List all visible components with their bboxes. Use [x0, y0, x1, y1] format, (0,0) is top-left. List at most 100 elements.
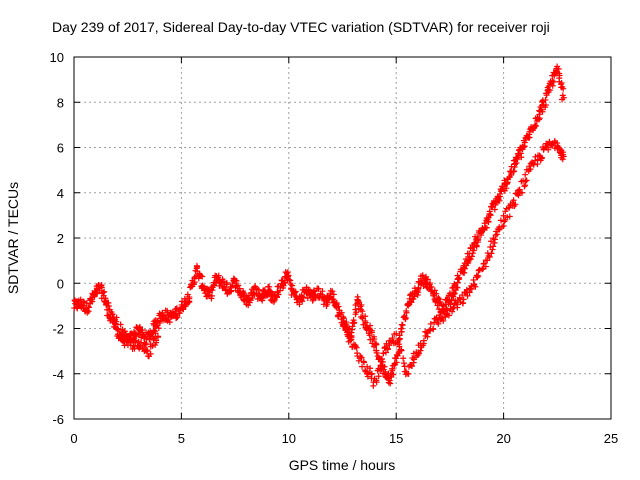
data-point [420, 337, 427, 344]
data-point [197, 272, 204, 279]
data-point [340, 313, 347, 320]
y-tick-label: 4 [57, 186, 64, 201]
data-point [447, 301, 454, 308]
data-point [84, 307, 91, 314]
x-axis-label: GPS time / hours [289, 457, 396, 473]
data-point [101, 288, 108, 295]
data-point [403, 309, 410, 316]
data-point [500, 222, 507, 229]
data-point [358, 354, 365, 361]
data-point [296, 301, 303, 308]
data-point [223, 279, 230, 286]
data-point [503, 185, 510, 192]
data-point [510, 197, 517, 204]
data-point [86, 304, 93, 311]
data-point [442, 314, 449, 321]
data-point [461, 265, 468, 272]
data-point [485, 218, 492, 225]
x-tick-label: 5 [178, 431, 185, 446]
data-point [227, 288, 234, 295]
data-point [300, 294, 307, 301]
data-point [398, 347, 405, 354]
data-point [474, 237, 481, 244]
data-point [445, 312, 452, 319]
data-point [542, 96, 549, 103]
data-point [424, 276, 431, 283]
y-tick-label: -4 [52, 367, 64, 382]
data-point [381, 363, 388, 370]
data-point [492, 200, 499, 207]
data-point [510, 167, 517, 174]
data-point [353, 344, 360, 351]
x-tick-label: 0 [70, 431, 77, 446]
data-point [284, 273, 291, 280]
data-point [451, 290, 458, 297]
data-point [419, 272, 426, 279]
data-point [411, 293, 418, 300]
data-point [450, 291, 457, 298]
data-point [359, 308, 366, 315]
data-point [491, 236, 498, 243]
data-point [486, 254, 493, 261]
data-point [144, 347, 151, 354]
data-point [166, 319, 173, 326]
data-point [402, 316, 409, 323]
data-point [539, 108, 546, 115]
data-point [386, 342, 393, 349]
data-point [373, 379, 380, 386]
data-point [436, 312, 443, 319]
data-point [512, 201, 519, 208]
data-point [354, 293, 361, 300]
data-point [405, 370, 412, 377]
data-point [155, 325, 162, 332]
data-point [545, 146, 552, 153]
data-point [359, 363, 366, 370]
data-point [109, 310, 116, 317]
data-point [440, 317, 447, 324]
data-point [532, 122, 539, 129]
data-point [291, 289, 298, 296]
data-point [468, 253, 475, 260]
data-point [255, 286, 262, 293]
data-point [289, 282, 296, 289]
data-point [327, 293, 334, 300]
data-point [470, 247, 477, 254]
data-point [286, 276, 293, 283]
data-point [506, 213, 513, 220]
data-point [378, 356, 385, 363]
data-point [474, 274, 481, 281]
data-point [266, 288, 273, 295]
data-point [357, 353, 364, 360]
data-point [454, 304, 461, 311]
data-point [489, 246, 496, 253]
data-point [330, 291, 337, 298]
data-point [347, 333, 354, 340]
data-point [517, 150, 524, 157]
data-point [490, 243, 497, 250]
data-point [362, 367, 369, 374]
data-point [117, 321, 124, 328]
data-point [375, 373, 382, 380]
data-point [496, 193, 503, 200]
data-point [98, 284, 105, 291]
data-point [488, 250, 495, 257]
data-point [472, 283, 479, 290]
data-point [137, 340, 144, 346]
data-point [208, 292, 215, 299]
data-point [335, 303, 342, 310]
data-point [191, 279, 198, 286]
data-point [521, 143, 528, 150]
data-point [287, 277, 294, 284]
data-point [456, 274, 463, 281]
y-tick-label: 8 [57, 95, 64, 110]
data-point [364, 373, 371, 380]
data-point [430, 326, 437, 333]
data-point [215, 274, 222, 281]
data-point [468, 285, 475, 292]
y-tick-label: 2 [57, 231, 64, 246]
data-point [536, 115, 543, 122]
data-point [465, 259, 472, 266]
grid-lines [74, 57, 611, 419]
data-point [519, 189, 526, 196]
data-point [285, 272, 292, 279]
